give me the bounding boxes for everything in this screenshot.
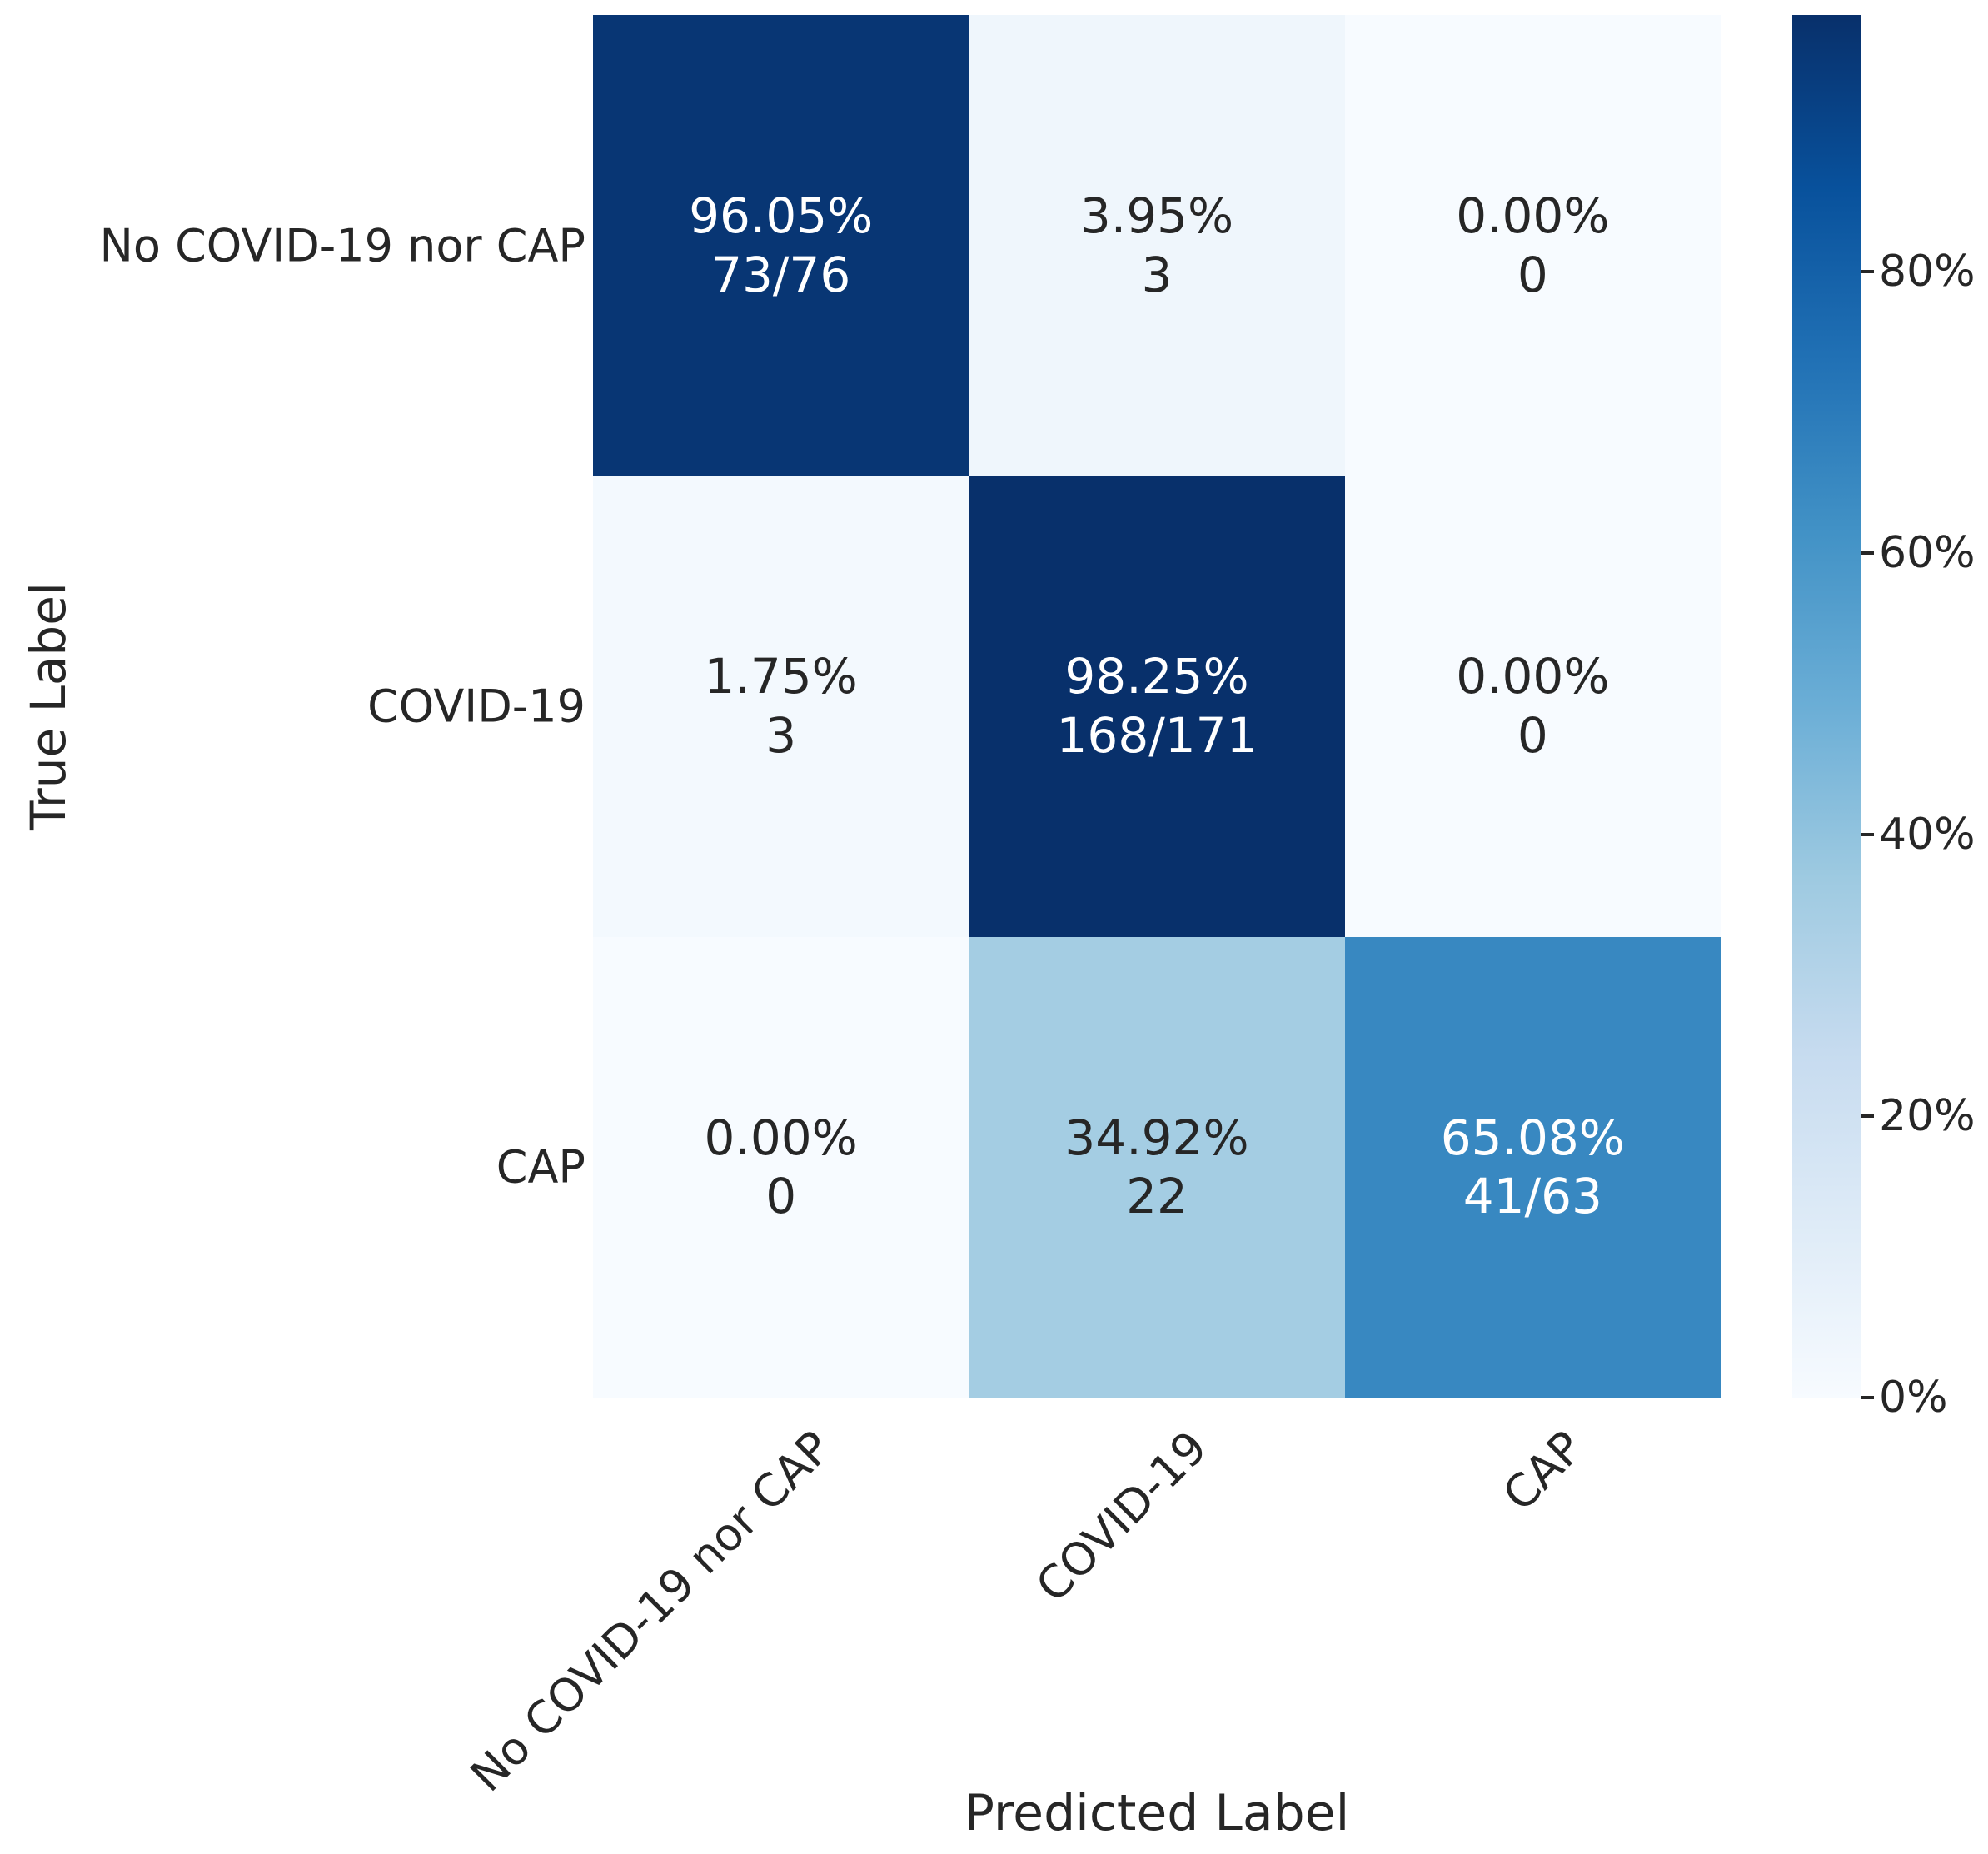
colorbar (1792, 15, 1861, 1398)
colorbar-tick-label-2: 40% (1879, 810, 1976, 860)
heatmap-cell-r2c2: 65.08% 41/63 (1344, 936, 1721, 1398)
heatmap-cell-r2c0: 0.00% 0 (593, 936, 969, 1398)
y-axis-title: True Label (20, 581, 77, 831)
colorbar-tick-mark-2 (1861, 833, 1874, 837)
colorbar-tick-label-0: 0% (1879, 1373, 1948, 1423)
heatmap-cell-r0c0: 96.05% 73/76 (593, 15, 969, 476)
colorbar-tick-mark-3 (1861, 551, 1874, 556)
heatmap-grid: 96.05% 73/76 3.95% 3 0.00% 0 1.75% 3 98.25% … (593, 15, 1721, 1398)
colorbar-tick-mark-1 (1861, 1114, 1874, 1119)
x-tick-label-2: CAP (1492, 1421, 1593, 1522)
colorbar-tick-label-1: 20% (1879, 1091, 1976, 1142)
heatmap-cell-r1c1: 98.25% 168/171 (969, 476, 1345, 937)
x-tick-label-0: No COVID-19 nor CAP (461, 1421, 842, 1802)
colorbar-tick-mark-0 (1861, 1396, 1874, 1399)
y-tick-label-0: No COVID-19 nor CAP (99, 219, 585, 272)
y-tick-label-2: CAP (496, 1140, 585, 1194)
colorbar-tick-mark-4 (1861, 270, 1874, 274)
x-axis-title: Predicted Label (964, 1784, 1350, 1842)
heatmap-cell-r1c2: 0.00% 0 (1344, 476, 1721, 937)
colorbar-tick-label-3: 60% (1879, 528, 1976, 579)
heatmap-cell-r2c1: 34.92% 22 (969, 936, 1345, 1398)
colorbar-tick-label-4: 80% (1879, 247, 1976, 297)
heatmap-cell-r0c2: 0.00% 0 (1344, 15, 1721, 476)
x-tick-label-1: COVID-19 (1025, 1421, 1218, 1612)
heatmap-cell-r1c0: 1.75% 3 (593, 476, 969, 937)
heatmap-cell-r0c1: 3.95% 3 (969, 15, 1345, 476)
y-tick-label-1: COVID-19 (367, 680, 585, 733)
